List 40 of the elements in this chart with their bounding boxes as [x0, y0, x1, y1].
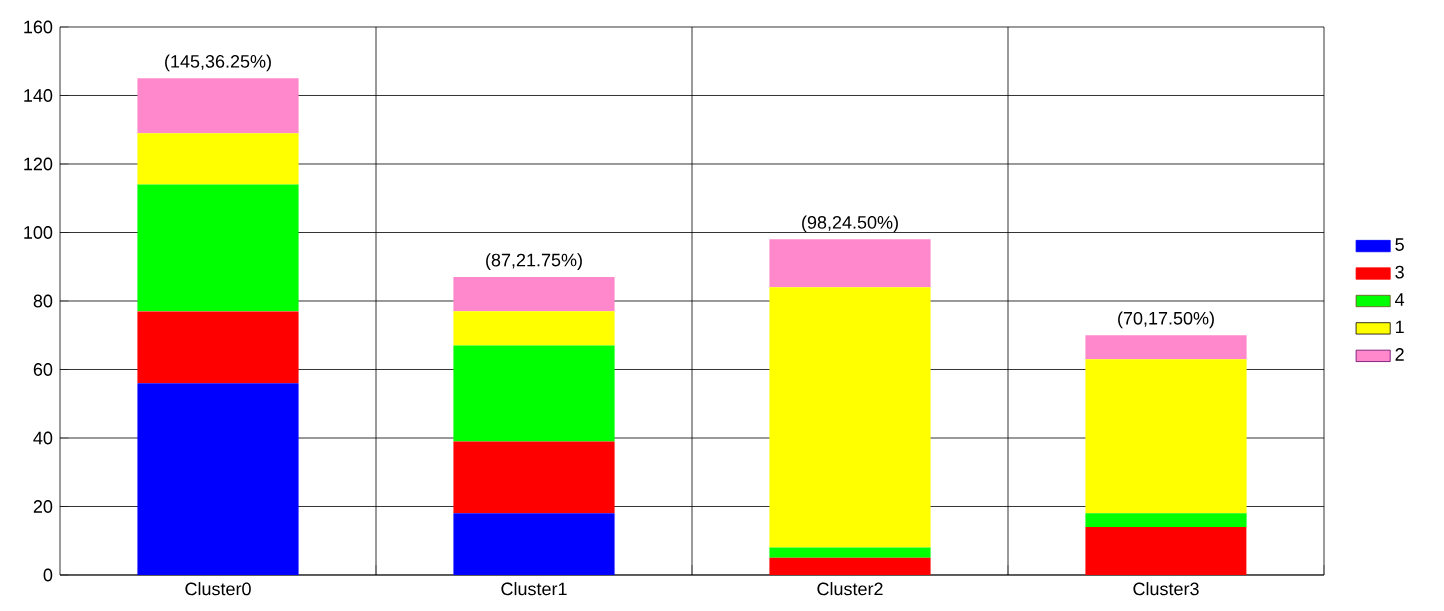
legend-label: 4: [1395, 293, 1405, 306]
bar: [137, 383, 299, 575]
x-tick-label: Cluster3: [1133, 582, 1199, 596]
bar: [769, 547, 931, 558]
legend-label: 1: [1396, 320, 1404, 334]
bar: [769, 239, 931, 288]
y-tick-label: 80: [33, 294, 53, 308]
total-label: (87,21.75%): [486, 253, 582, 270]
x-tick-label: Cluster0: [185, 582, 251, 596]
total-label: (98,24.50%): [802, 215, 898, 233]
legend-label: 2: [1395, 348, 1404, 361]
bar: [137, 78, 299, 134]
y-tick-label: 20: [33, 500, 53, 513]
bar: [453, 311, 615, 346]
y-tick-label: 100: [24, 226, 53, 239]
bar: [137, 184, 299, 312]
total-label: (145,36.25%): [165, 54, 271, 72]
y-tick-label: 120: [24, 157, 53, 171]
y-tick-label: 160: [24, 20, 53, 34]
bar: [769, 557, 931, 575]
y-tick-label: 140: [24, 89, 53, 102]
legend-label: 3: [1395, 265, 1404, 279]
bar: [453, 345, 615, 442]
bar: [1085, 513, 1247, 528]
x-tick-label: Cluster1: [501, 582, 567, 596]
bar: [1085, 359, 1247, 514]
bar: [453, 277, 615, 312]
total-label: (70,17.50%): [1118, 311, 1214, 329]
y-tick-label: 0: [43, 568, 53, 582]
bar: [1085, 527, 1247, 575]
x-tick-label: Cluster2: [817, 582, 883, 596]
bar: [453, 513, 615, 575]
bar: [1085, 335, 1247, 360]
bar: [769, 287, 931, 548]
bar: [137, 133, 299, 185]
legend-label: 5: [1395, 238, 1404, 251]
bar: [453, 441, 615, 514]
y-tick-label: 40: [33, 431, 53, 445]
y-tick-label: 60: [33, 363, 53, 376]
bar: [137, 311, 299, 384]
